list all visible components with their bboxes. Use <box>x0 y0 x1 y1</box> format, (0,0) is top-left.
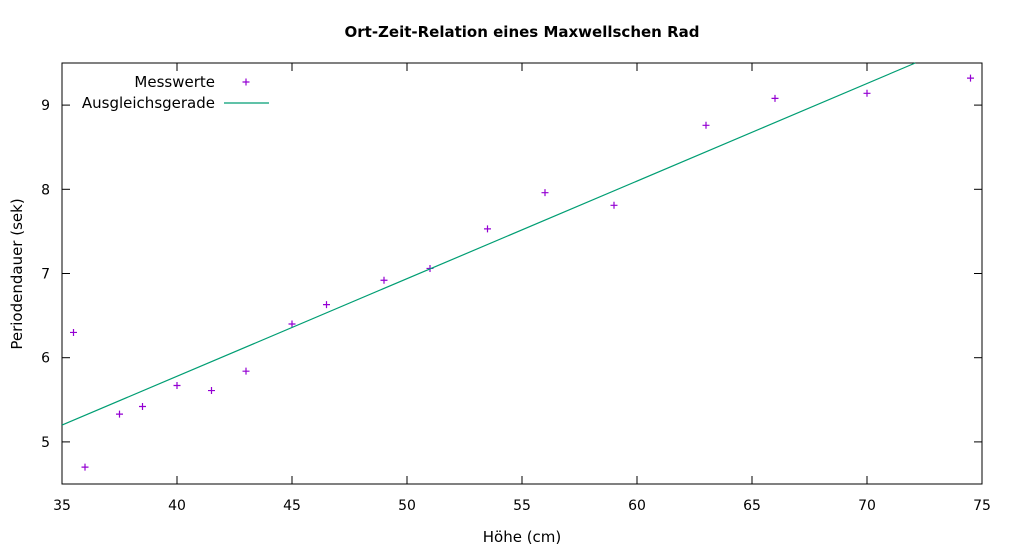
y-axis-label: Periodendauer (sek) <box>8 198 26 349</box>
x-tick-label: 50 <box>398 498 416 514</box>
data-point <box>70 328 77 336</box>
data-point <box>702 121 710 129</box>
legend-label: Ausgleichsgerade <box>82 94 215 112</box>
data-point <box>139 403 146 411</box>
fit-line <box>61 62 916 426</box>
x-tick-label: 35 <box>53 498 71 514</box>
data-point <box>541 189 549 197</box>
chart-title: Ort-Zeit-Relation eines Maxwellschen Rad <box>345 23 700 41</box>
data-point <box>484 225 491 233</box>
legend-label: Messwerte <box>134 73 215 91</box>
y-tick-label: 7 <box>41 267 50 283</box>
plot-frame <box>61 62 983 485</box>
data-point <box>242 367 250 375</box>
data-point <box>771 94 779 102</box>
x-tick-label: 45 <box>283 498 301 514</box>
axis-ticks: 35 40 45 50 55 60 65 70 75 5 6 7 8 9 <box>41 63 991 514</box>
legend: Messwerte Ausgleichsgerade <box>82 73 269 112</box>
legend-marker-messwerte <box>242 78 250 86</box>
y-tick-label: 8 <box>41 182 50 198</box>
data-point <box>173 381 181 389</box>
data-point <box>288 320 296 328</box>
x-tick-label: 70 <box>858 498 876 514</box>
y-tick-label: 9 <box>41 98 50 114</box>
data-point <box>863 89 871 97</box>
x-tick-label: 55 <box>513 498 531 514</box>
y-tick-label: 5 <box>41 435 50 451</box>
data-point <box>610 201 618 209</box>
y-tick-label: 6 <box>41 351 50 367</box>
data-point <box>967 74 974 82</box>
data-point <box>81 463 89 471</box>
data-point <box>208 387 215 395</box>
data-point <box>116 410 123 418</box>
data-point <box>380 276 388 284</box>
data-point <box>323 301 330 309</box>
x-tick-label: 65 <box>743 498 761 514</box>
x-axis-label: Höhe (cm) <box>483 528 562 546</box>
series-layer <box>61 62 974 471</box>
x-tick-label: 75 <box>973 498 991 514</box>
x-tick-label: 60 <box>628 498 646 514</box>
x-tick-label: 40 <box>168 498 186 514</box>
